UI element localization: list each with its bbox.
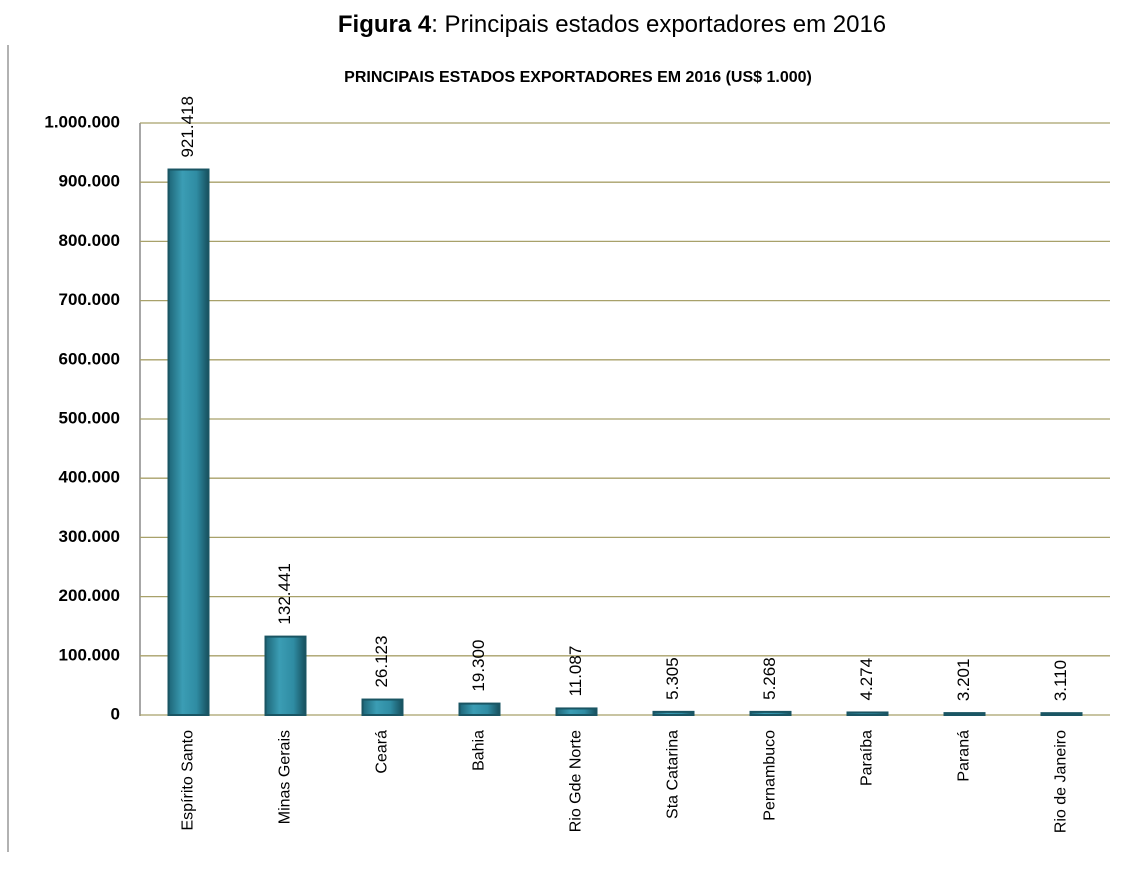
value-label: 921.418 <box>178 96 197 157</box>
x-tick-label: Rio de Janeiro <box>1053 730 1070 833</box>
bar <box>652 710 695 716</box>
bar <box>167 168 210 716</box>
y-tick-label: 800.000 <box>59 231 120 250</box>
x-tick-label: Rio Gde Norte <box>568 730 585 832</box>
bar <box>361 698 404 716</box>
y-tick-label: 200.000 <box>59 586 120 605</box>
x-tick-label: Espírito Santo <box>180 730 197 831</box>
x-tick-label: Minas Gerais <box>277 730 294 824</box>
y-tick-label: 300.000 <box>59 527 120 546</box>
bar <box>555 707 598 717</box>
bar <box>1040 712 1083 716</box>
y-tick-label: 900.000 <box>59 172 120 191</box>
bar <box>264 635 307 716</box>
x-tick-label: Ceará <box>374 730 391 774</box>
value-label: 4.274 <box>857 658 876 701</box>
x-tick-label: Paraná <box>956 730 973 782</box>
value-label: 5.305 <box>663 657 682 700</box>
figure-caption-text: : Principais estados exportadores em 201… <box>431 11 886 38</box>
value-label: 26.123 <box>372 636 391 688</box>
y-tick-label: 700.000 <box>59 290 120 309</box>
x-tick-label: Sta Catarina <box>665 730 682 819</box>
x-tick-label: Bahia <box>471 730 488 771</box>
y-tick-label: 600.000 <box>59 349 120 368</box>
y-tick-label: 100.000 <box>59 645 120 664</box>
bar <box>943 712 986 716</box>
value-label: 3.201 <box>954 659 973 702</box>
bar <box>846 711 889 716</box>
figure-label: Figura 4 <box>338 11 432 38</box>
y-tick-label: 400.000 <box>59 468 120 487</box>
chart-title: PRINCIPAIS ESTADOS EXPORTADORES EM 2016 … <box>344 69 812 86</box>
value-label: 11.087 <box>566 646 585 697</box>
bar <box>749 710 792 717</box>
value-label: 19.300 <box>469 640 488 692</box>
y-tick-label: 500.000 <box>59 408 120 427</box>
value-label: 132.441 <box>275 563 294 624</box>
y-tick-label: 0 <box>111 704 120 723</box>
figure-caption: Figura 4: Principais estados exportadore… <box>338 11 886 38</box>
y-tick-label: 1.000.000 <box>44 112 120 131</box>
value-label: 3.110 <box>1051 660 1070 701</box>
value-label: 5.268 <box>760 657 779 700</box>
x-tick-label: Pernambuco <box>762 730 779 821</box>
bar <box>458 702 501 717</box>
x-tick-label: Paraíba <box>859 730 876 786</box>
